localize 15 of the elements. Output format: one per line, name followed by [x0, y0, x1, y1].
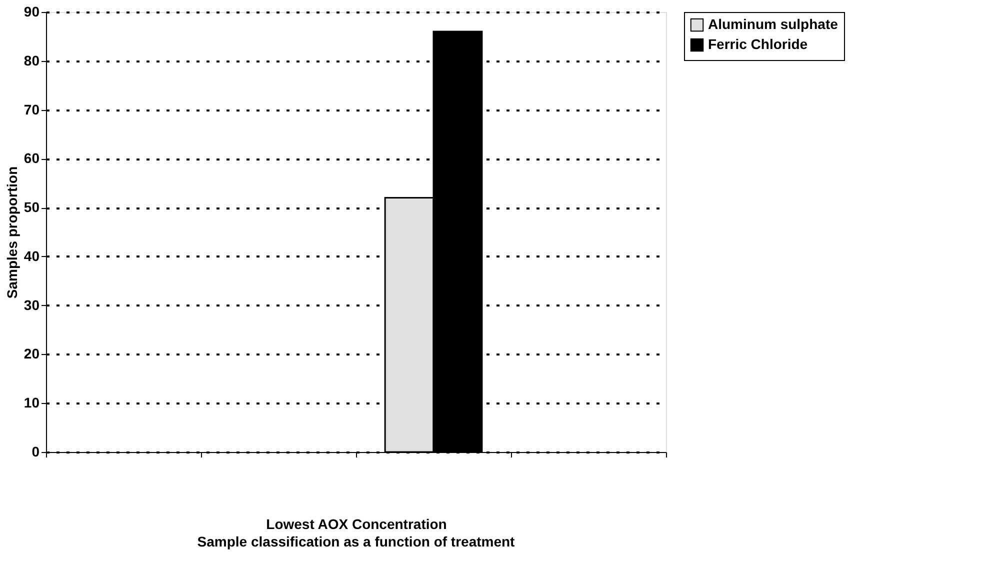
- legend-label: Ferric Chloride: [708, 36, 808, 52]
- y-tick-label: 20: [24, 346, 40, 362]
- text: Sample classification as a function of treatment: [197, 534, 516, 550]
- y-tick-label: 10: [24, 394, 40, 411]
- y-tick-label: 90: [24, 4, 40, 20]
- y-tick-label: 50: [24, 199, 40, 216]
- x-axis-title: Lowest AOX Concentration: [266, 516, 447, 532]
- y-axis-title: Samples proportion: [4, 166, 20, 299]
- y-tick-label: 70: [24, 101, 40, 118]
- y-tick-label: 30: [24, 296, 40, 313]
- y-tick-label: 0: [32, 444, 40, 460]
- y-tick-label: 40: [24, 248, 40, 264]
- legend-label: Aluminum sulphate: [708, 16, 838, 32]
- y-tick-label: 60: [24, 150, 40, 166]
- y-tick-label: 80: [24, 52, 40, 68]
